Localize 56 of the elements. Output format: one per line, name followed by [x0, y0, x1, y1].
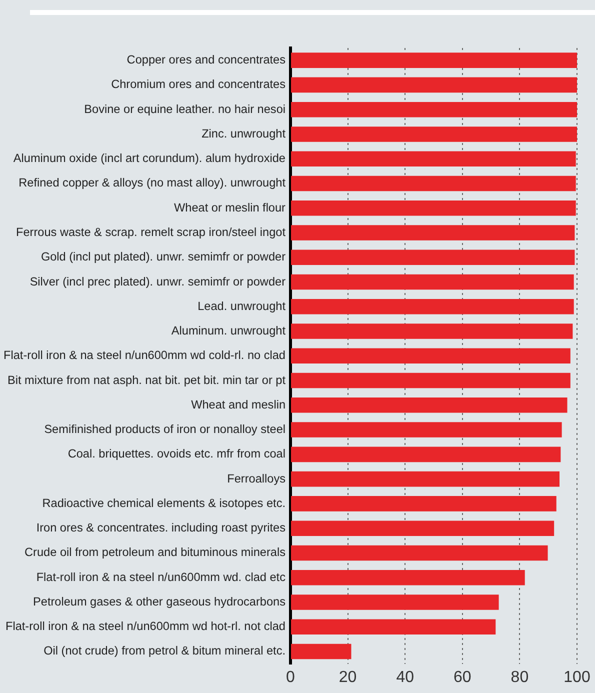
bar	[291, 126, 577, 142]
bar	[291, 570, 525, 586]
y-tick-label: Semifinished products of iron or nonalloy steel	[44, 422, 286, 436]
y-tick-label: Radioactive chemical elements & isotopes etc.	[42, 496, 286, 510]
bar	[291, 52, 577, 68]
y-tick-label: Lead. unwrought	[198, 298, 286, 313]
bar	[291, 77, 577, 93]
bar	[291, 446, 561, 462]
bar	[291, 520, 554, 536]
y-tick-label: Iron ores & concentrates. including roast pyrites	[36, 520, 286, 535]
y-tick-label: Coal. briquettes. ovoids etc. mfr from coal	[68, 446, 286, 461]
bar	[291, 471, 560, 487]
bar	[291, 274, 574, 290]
y-tick-label: Flat-roll iron & na steel n/un600mm wd cold-rl. no clad	[4, 348, 286, 362]
bar	[291, 348, 570, 364]
bar	[291, 176, 576, 192]
x-tick-label: 100	[564, 668, 590, 686]
bar	[291, 225, 575, 240]
y-tick-label: Flat-roll iron & na steel n/un600mm wd hot-rl. not clad	[6, 619, 286, 634]
bar	[291, 102, 577, 118]
y-tick-label: Chromium ores and concentrates	[111, 77, 286, 92]
y-tick-label: Bovine or equine leather. no hair nesoi	[84, 102, 286, 116]
y-tick-label: Petroleum gases & other gaseous hydrocarbons	[33, 594, 286, 608]
bar	[291, 372, 570, 388]
y-tick-label: Wheat or meslin flour	[174, 200, 286, 214]
y-tick-label: Copper ores and concentrates	[126, 52, 286, 67]
y-tick-label: Oil (not crude) from petrol & bitum mineral etc.	[44, 644, 286, 658]
y-tick-label: Wheat and meslin	[191, 397, 286, 412]
x-tick-label: 80	[510, 668, 529, 686]
bar	[291, 594, 499, 610]
bar	[291, 151, 576, 166]
y-tick-label: Zinc. unwrought	[202, 126, 286, 140]
x-tick-label: 20	[338, 668, 357, 686]
bar	[291, 619, 496, 634]
y-tick-label: Ferrous waste & scrap. remelt scrap iron/steel ingot	[16, 225, 286, 239]
bar	[291, 250, 575, 266]
y-tick-label: Aluminum oxide (incl art corundum). alum hydroxide	[13, 151, 286, 166]
x-tick-label: 0	[286, 668, 296, 686]
bar	[291, 422, 562, 438]
y-tick-label: Crude oil from petroleum and bituminous minerals	[24, 545, 286, 560]
bar	[291, 398, 568, 413]
x-tick-label: 40	[396, 668, 414, 686]
bar	[291, 324, 573, 339]
bar	[291, 200, 576, 216]
x-tick-label: 60	[454, 668, 472, 686]
y-tick-label: Bit mixture from nat asph. nat bit. pet bit. min tar or pt	[8, 372, 286, 387]
y-tick-label: Silver (incl prec plated). unwr. semimfr or powder	[30, 274, 286, 288]
bar	[291, 299, 574, 314]
bar	[291, 545, 548, 561]
y-tick-label: Aluminum. unwrought	[171, 324, 286, 338]
y-tick-label: Gold (incl put plated). unwr. semimfr or powder	[40, 250, 286, 264]
bar	[291, 644, 352, 660]
bar	[291, 496, 556, 512]
y-tick-label: Ferroalloys	[227, 471, 286, 486]
y-tick-label: Refined copper & alloys (no mast alloy). unwrought	[18, 176, 286, 190]
y-tick-label: Flat-roll iron & na steel n/un600mm wd. clad etc	[36, 570, 286, 584]
